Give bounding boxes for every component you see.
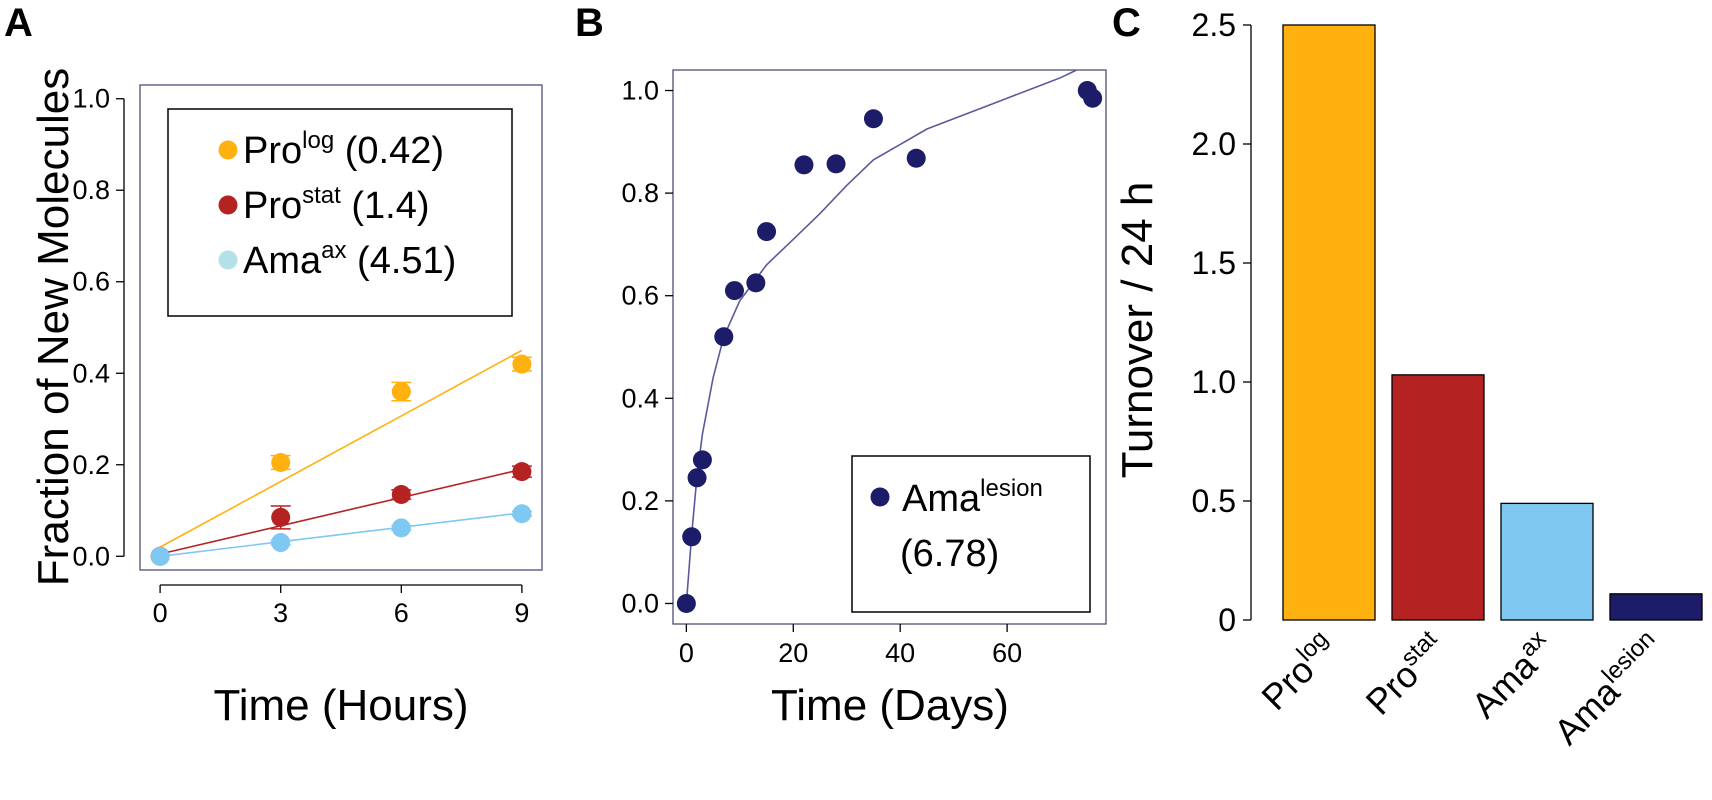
y-tick-label-b: 1.0 (621, 76, 659, 106)
y-tick-label-c: 2.5 (1192, 7, 1236, 43)
data-point-amalesion (863, 109, 883, 129)
data-point-amalesion (746, 273, 766, 293)
x-tick-label-a: 0 (153, 598, 168, 628)
y-tick-label-b: 0.2 (621, 486, 659, 516)
y-tick-label-c: 0 (1218, 602, 1236, 638)
category-label-prolog: Prolog (1252, 625, 1345, 718)
legend-marker-amaax (218, 250, 238, 270)
y-tick-label-a: 1.0 (72, 84, 110, 114)
data-point-amalesion (1083, 88, 1103, 108)
legend-label-prolog-sup: log (302, 127, 334, 154)
legend-label-prostat-value: (1.4) (341, 185, 430, 227)
category-label-prostat: Prostat (1356, 625, 1454, 723)
legend-label-prolog-value: (0.42) (334, 130, 444, 172)
legend-marker-amalesion (870, 487, 890, 507)
data-point-amaax (150, 546, 170, 566)
bar-amalesion (1609, 593, 1703, 621)
y-tick-label-c: 1.0 (1192, 364, 1236, 400)
data-point-prostat (512, 462, 532, 482)
legend-label-prolog: Prolog (0.42) (243, 127, 444, 172)
data-point-amalesion (687, 468, 707, 488)
bar-amaax (1500, 502, 1594, 621)
legend-label-amalesion-base: Ama (902, 478, 981, 520)
panel-label-b: B (575, 1, 604, 45)
y-tick-label-a: 0.4 (72, 358, 110, 388)
data-point-amalesion (757, 222, 777, 242)
legend-marker-prostat (218, 195, 238, 215)
data-point-amalesion (692, 450, 712, 470)
bar-prostat (1391, 374, 1485, 621)
data-point-prolog (271, 452, 291, 472)
x-tick-label-a: 9 (514, 598, 529, 628)
x-axis-title-b: Time (Days) (771, 681, 1009, 730)
fit-line-prolog (159, 349, 523, 548)
legend-label-prolog-base: Pro (243, 130, 302, 172)
data-point-amaax (512, 504, 532, 524)
legend-value-amalesion: (6.78) (900, 533, 999, 575)
y-tick-label-b: 0.4 (621, 383, 659, 413)
panel-label-c: C (1112, 1, 1141, 45)
data-point-amalesion (714, 327, 734, 347)
legend-label-amaax: Amaax (4.51) (243, 237, 456, 282)
data-point-amalesion (682, 527, 702, 547)
legend-label-amaax-base: Ama (243, 240, 322, 282)
data-point-prolog (512, 354, 532, 374)
x-tick-label-a: 3 (273, 598, 288, 628)
legend-label-prostat-sup: stat (302, 182, 341, 209)
legend-box-b (851, 455, 1091, 613)
x-tick-label-b: 40 (885, 638, 915, 668)
y-tick-label-c: 1.5 (1192, 245, 1236, 281)
legend-label-amaax-sup: ax (321, 237, 346, 264)
data-point-amaax (391, 518, 411, 538)
category-label-amalesion: Amalesion (1545, 625, 1672, 752)
fit-line-amaax (160, 512, 522, 558)
legend-label-prostat-base: Pro (243, 185, 302, 227)
y-tick-label-c: 2.0 (1192, 126, 1236, 162)
fit-line-prostat (159, 468, 523, 555)
x-tick-label-a: 6 (394, 598, 409, 628)
x-axis-title-a: Time (Hours) (213, 681, 468, 730)
legend-label-amalesion: Amalesion (902, 475, 1043, 520)
category-label-amalesion-sup: lesion (1597, 625, 1660, 688)
panel-a: A 0.0 0.2 0.4 0.6 0.8 1.0 0 3 6 9 Time (Hours) Fract… (4, 1, 543, 730)
legend-label-amalesion-sup: lesion (980, 475, 1043, 502)
y-tick-label-b: 0.8 (621, 178, 659, 208)
y-axis-title-c: Turnover / 24 h (1113, 182, 1162, 479)
data-point-amalesion (676, 593, 696, 613)
data-point-prolog (391, 382, 411, 402)
y-tick-label-b: 0.0 (621, 588, 659, 618)
category-label-amaax: Amaax (1462, 625, 1563, 726)
y-tick-label-c: 0.5 (1192, 483, 1236, 519)
data-point-amalesion (906, 148, 926, 168)
bar-prolog (1282, 24, 1376, 621)
x-tick-label-b: 0 (679, 638, 694, 668)
legend-label-prostat: Prostat (1.4) (243, 182, 430, 227)
y-tick-label-b: 0.6 (621, 281, 659, 311)
x-tick-label-b: 20 (778, 638, 808, 668)
fit-curve-amalesion (685, 70, 1077, 604)
data-point-prostat (391, 485, 411, 505)
plot-frame-a (139, 84, 543, 571)
y-tick-label-a: 0.0 (72, 541, 110, 571)
y-tick-label-a: 0.6 (72, 267, 110, 297)
plot-frame-b (672, 69, 1107, 625)
data-point-amalesion (724, 281, 744, 301)
y-axis-title-a: Fraction of New Molecules (29, 68, 78, 586)
panel-label-a: A (4, 1, 33, 45)
legend-label-amaax-value: (4.51) (347, 240, 457, 282)
panel-b: B 0.0 0.2 0.4 0.6 0.8 1.0 0 20 40 60 Time (Days) Ama… (575, 1, 1107, 730)
legend-marker-prolog (218, 140, 238, 160)
data-point-prostat (271, 507, 291, 527)
data-point-amalesion (826, 154, 846, 174)
y-tick-label-a: 0.2 (72, 450, 110, 480)
data-point-amaax (271, 533, 291, 553)
y-tick-label-a: 0.8 (72, 175, 110, 205)
panel-c: C 0 0.5 1.0 1.5 2.0 2.5 Turnover / 24 h PrologPr… (1112, 1, 1703, 752)
data-point-amalesion (794, 155, 814, 175)
x-tick-label-b: 60 (992, 638, 1022, 668)
